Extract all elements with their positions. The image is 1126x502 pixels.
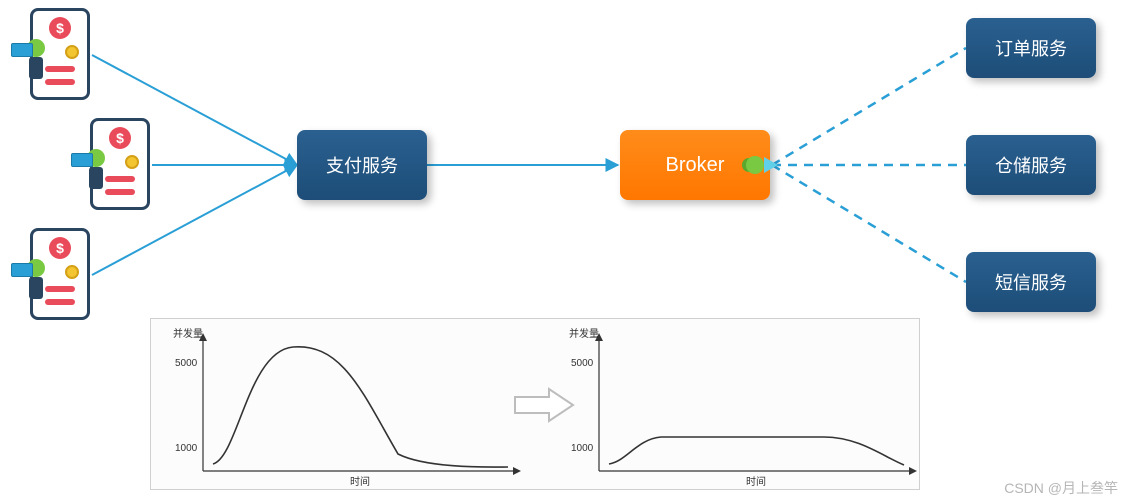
chart-left: 并发量 5000 1000 时间 xyxy=(155,321,525,489)
chart-right-ylabel: 并发量 xyxy=(569,327,599,340)
chart-panel: 并发量 5000 1000 时间 并发量 5000 1000 时间 xyxy=(150,318,920,490)
chart-left-xlabel: 时间 xyxy=(350,475,370,488)
sms-label: 短信服务 xyxy=(995,269,1067,295)
person-icon xyxy=(81,149,111,199)
chart-right-curve xyxy=(609,437,904,465)
chart-right-xlabel: 时间 xyxy=(746,475,766,488)
broker-node: Broker xyxy=(620,130,770,200)
chart-left-curve xyxy=(213,347,508,467)
sms-service-node: 短信服务 xyxy=(966,252,1096,312)
dollar-icon: $ xyxy=(49,237,71,259)
watermark-text: CSDN @月上叁竿 xyxy=(1004,478,1118,498)
order-label: 订单服务 xyxy=(995,35,1067,61)
chart-right: 并发量 5000 1000 时间 xyxy=(551,321,921,489)
payment-service-node: 支付服务 xyxy=(297,130,427,200)
person-icon xyxy=(21,259,51,309)
payment-label: 支付服务 xyxy=(326,152,398,178)
svg-text:5000: 5000 xyxy=(571,358,594,369)
svg-text:1000: 1000 xyxy=(175,443,198,454)
warehouse-label: 仓储服务 xyxy=(995,152,1067,178)
client-phone-3: $ xyxy=(30,228,90,320)
broadcast-icon xyxy=(750,156,778,174)
warehouse-service-node: 仓储服务 xyxy=(966,135,1096,195)
broker-label: Broker xyxy=(666,154,725,177)
svg-text:5000: 5000 xyxy=(175,358,198,369)
client-phone-2: $ xyxy=(90,118,150,210)
order-service-node: 订单服务 xyxy=(966,18,1096,78)
person-icon xyxy=(21,39,51,89)
dollar-icon: $ xyxy=(109,127,131,149)
chart-left-ylabel: 并发量 xyxy=(173,327,203,340)
edge-broker-sms xyxy=(772,165,966,282)
edge-broker-order xyxy=(772,48,966,165)
dollar-icon: $ xyxy=(49,17,71,39)
client-phone-1: $ xyxy=(30,8,90,100)
svg-text:1000: 1000 xyxy=(571,443,594,454)
